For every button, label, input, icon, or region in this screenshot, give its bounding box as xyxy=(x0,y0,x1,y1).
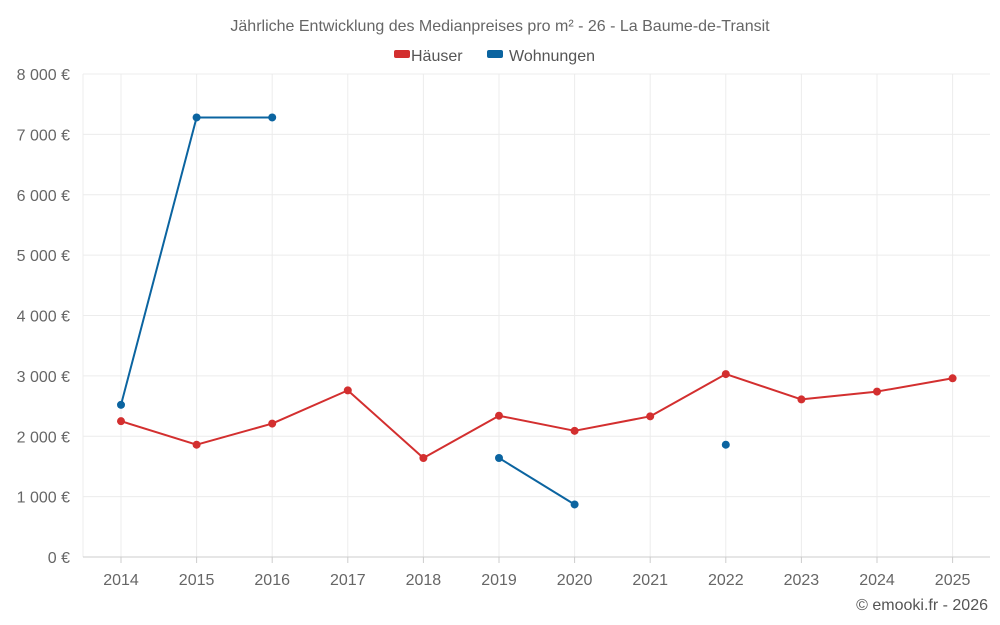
data-point xyxy=(721,370,730,379)
data-point xyxy=(268,419,277,428)
legend-swatch xyxy=(487,50,503,58)
y-tick-label: 0 € xyxy=(48,550,70,567)
y-tick-label: 4 000 € xyxy=(17,309,70,326)
series-line xyxy=(120,373,953,459)
legend: Häuser Wohnungen xyxy=(394,48,595,65)
series-wohnungen xyxy=(117,113,730,509)
data-point xyxy=(948,374,957,383)
axes: 0 € 1 000 € 2 000 € 3 000 € 4 000 € 5 000 € 6 … xyxy=(17,67,990,589)
legend-label: Häuser xyxy=(411,48,463,65)
grid-lines xyxy=(82,73,990,557)
x-tick-label: 2021 xyxy=(632,572,668,589)
data-point xyxy=(192,113,201,122)
x-tick-label: 2024 xyxy=(859,572,895,589)
series-layer xyxy=(117,113,957,509)
data-point xyxy=(721,440,730,449)
data-point xyxy=(343,386,352,395)
y-tick-label: 5 000 € xyxy=(17,248,70,265)
y-tick-label: 6 000 € xyxy=(17,188,70,205)
data-point xyxy=(797,395,806,404)
data-point xyxy=(873,387,881,396)
x-tick-label: 2022 xyxy=(708,572,744,589)
legend-swatch xyxy=(394,50,410,58)
data-point xyxy=(192,440,201,449)
data-point xyxy=(495,453,503,462)
x-tick-label: 2016 xyxy=(254,572,290,589)
data-point xyxy=(495,411,503,420)
x-tick-label: 2023 xyxy=(784,572,820,589)
series-line xyxy=(498,457,576,506)
y-tick-label: 2 000 € xyxy=(17,429,70,446)
data-point xyxy=(117,400,125,409)
x-tick-label: 2017 xyxy=(330,572,366,589)
data-point xyxy=(570,500,579,509)
credit-text: © emooki.fr - 2026 xyxy=(856,597,988,614)
data-point xyxy=(646,412,655,421)
y-tick-label: 1 000 € xyxy=(17,490,70,507)
series-haeuser xyxy=(117,370,957,462)
y-tick-label: 3 000 € xyxy=(17,369,70,386)
data-point xyxy=(419,453,428,462)
data-point xyxy=(570,426,579,435)
data-point xyxy=(268,113,277,122)
chart-title: Jährliche Entwicklung des Medianpreises … xyxy=(230,18,770,35)
x-tick-label: 2019 xyxy=(481,572,517,589)
x-tick-label: 2014 xyxy=(103,572,139,589)
x-tick-label: 2018 xyxy=(406,572,442,589)
legend-label: Wohnungen xyxy=(509,48,595,65)
y-tick-label: 8 000 € xyxy=(17,67,70,84)
x-tick-label: 2015 xyxy=(179,572,215,589)
x-tick-label: 2020 xyxy=(557,572,593,589)
y-tick-label: 7 000 € xyxy=(17,127,70,144)
data-point xyxy=(117,417,125,426)
x-tick-label: 2025 xyxy=(935,572,971,589)
